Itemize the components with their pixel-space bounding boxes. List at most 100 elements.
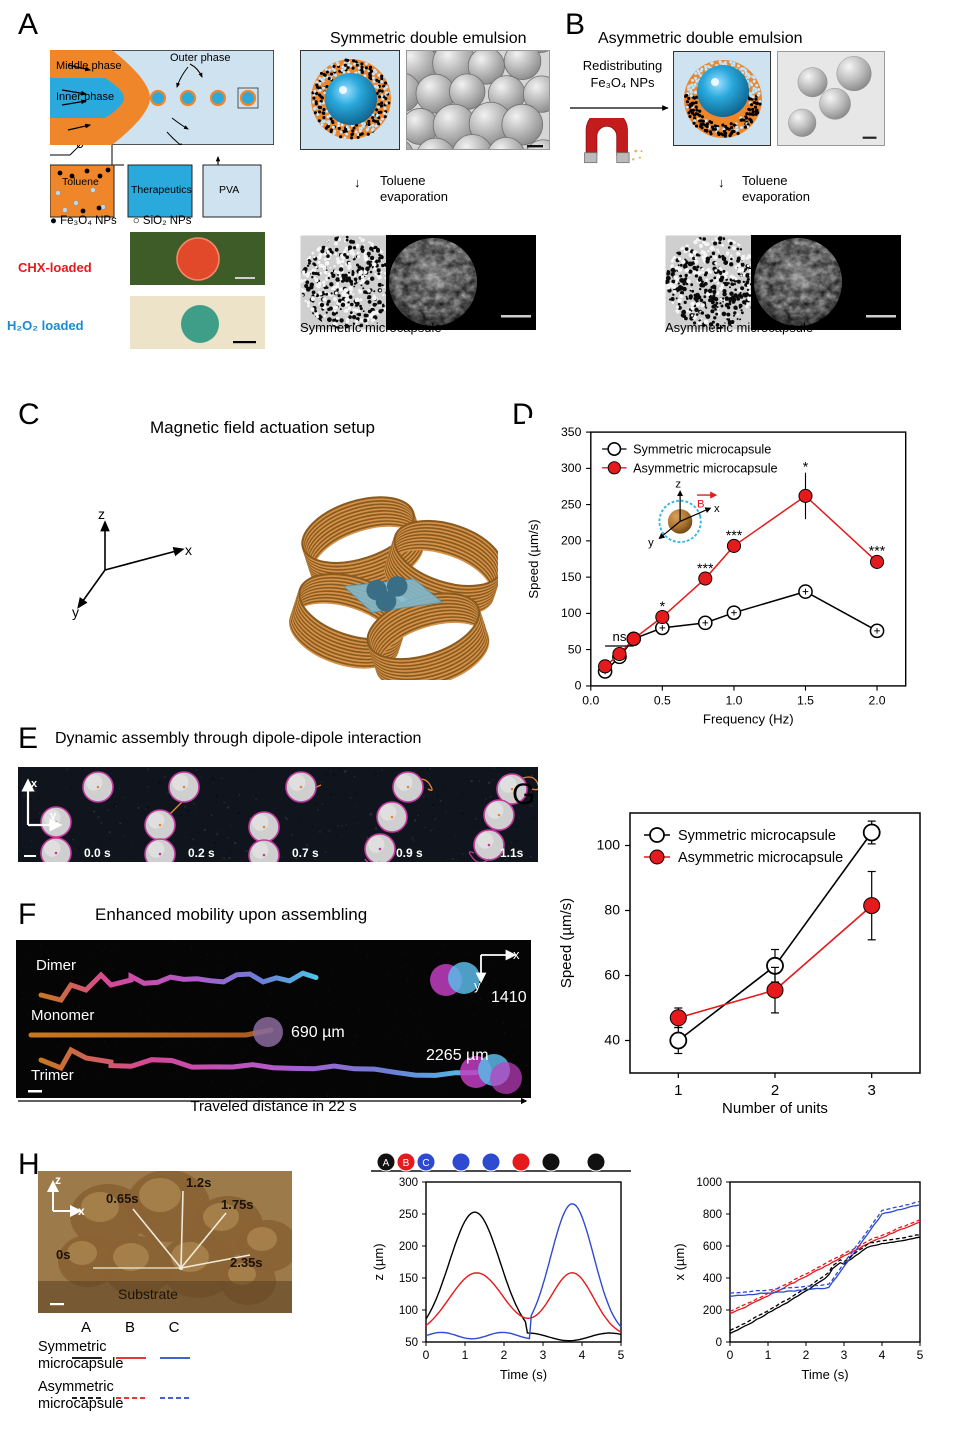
svg-text:5: 5	[618, 1348, 625, 1362]
svg-text:A: A	[383, 1158, 390, 1169]
svg-text:60: 60	[604, 967, 620, 983]
svg-text:Time (s): Time (s)	[500, 1367, 547, 1382]
svg-text:200: 200	[703, 1305, 722, 1317]
svg-text:*: *	[803, 458, 809, 474]
svg-text:Inner phase: Inner phase	[56, 91, 114, 103]
svg-text:690 µm: 690 µm	[291, 1024, 345, 1041]
svg-text:B: B	[403, 1158, 410, 1169]
svg-text:ns: ns	[613, 629, 627, 644]
svg-text:B: B	[125, 1319, 135, 1336]
svg-text:0: 0	[716, 1337, 722, 1349]
svg-text:z (µm): z (µm)	[371, 1243, 386, 1280]
svg-text:2: 2	[803, 1348, 810, 1362]
svg-text:Frequency (Hz): Frequency (Hz)	[703, 712, 794, 727]
svg-text:z: z	[675, 479, 681, 491]
svg-text:Time (s): Time (s)	[801, 1367, 848, 1382]
svg-text:Middle phase: Middle phase	[56, 60, 121, 72]
svg-text:x: x	[185, 542, 192, 558]
svg-text:50: 50	[568, 642, 582, 656]
svg-text:y: y	[72, 604, 79, 620]
svg-text:y: y	[648, 537, 654, 549]
svg-text:x: x	[78, 1204, 85, 1218]
svg-text:1.0: 1.0	[725, 694, 742, 708]
svg-text:***: ***	[697, 560, 714, 576]
svg-text:2: 2	[501, 1348, 508, 1362]
svg-text:2.35s: 2.35s	[230, 1255, 263, 1270]
svg-text:Therapeutics: Therapeutics	[131, 184, 192, 196]
svg-text:y: y	[50, 810, 57, 822]
svg-text:350: 350	[561, 425, 582, 439]
svg-text:3: 3	[540, 1348, 547, 1362]
svg-text:Symmetric microcapsule: Symmetric microcapsule	[633, 443, 771, 457]
svg-text:1.5: 1.5	[797, 694, 814, 708]
svg-text:4: 4	[579, 1348, 586, 1362]
svg-text:200: 200	[399, 1241, 418, 1253]
svg-text:z: z	[98, 506, 105, 522]
svg-text:40: 40	[604, 1032, 620, 1048]
svg-text:250: 250	[561, 497, 582, 511]
svg-text:400: 400	[703, 1273, 722, 1285]
svg-text:1.75s: 1.75s	[221, 1197, 254, 1212]
svg-text:1: 1	[765, 1348, 772, 1362]
svg-text:50: 50	[405, 1337, 418, 1349]
svg-text:300: 300	[561, 461, 582, 475]
svg-text:Asymmetric microcapsule: Asymmetric microcapsule	[678, 850, 843, 866]
svg-text:0.5: 0.5	[654, 694, 671, 708]
svg-text:100: 100	[399, 1305, 418, 1317]
svg-text:0.0: 0.0	[582, 694, 599, 708]
svg-text:Symmetric microcapsule: Symmetric microcapsule	[678, 828, 836, 844]
svg-text:100: 100	[597, 837, 621, 853]
svg-text:x (µm): x (µm)	[672, 1243, 687, 1280]
svg-text:Monomer: Monomer	[31, 1007, 94, 1024]
svg-text:5: 5	[917, 1348, 924, 1362]
svg-text:250: 250	[399, 1209, 418, 1221]
svg-text:x: x	[31, 778, 38, 790]
svg-text:Dimer: Dimer	[36, 957, 76, 974]
svg-text:80: 80	[604, 902, 620, 918]
svg-text:800: 800	[703, 1209, 722, 1221]
svg-text:0: 0	[575, 679, 582, 693]
svg-text:***: ***	[726, 527, 743, 543]
svg-text:1: 1	[674, 1082, 682, 1099]
svg-text:3: 3	[841, 1348, 848, 1362]
svg-text:B: B	[697, 498, 705, 510]
svg-text:0.65s: 0.65s	[106, 1191, 139, 1206]
svg-text:A: A	[81, 1319, 91, 1336]
svg-text:Asymmetric: Asymmetric	[38, 1379, 114, 1395]
svg-text:3: 3	[868, 1082, 876, 1099]
svg-text:Toluene: Toluene	[62, 176, 99, 188]
svg-text:2: 2	[771, 1082, 779, 1099]
svg-text:Trimer: Trimer	[31, 1067, 74, 1084]
svg-text:2265 µm: 2265 µm	[426, 1047, 489, 1064]
svg-text:x: x	[513, 947, 520, 962]
svg-text:300: 300	[399, 1177, 418, 1189]
svg-text:C: C	[422, 1158, 429, 1169]
svg-text:1.2s: 1.2s	[186, 1175, 211, 1190]
svg-text:*: *	[660, 598, 666, 614]
svg-text:600: 600	[703, 1241, 722, 1253]
svg-text:150: 150	[561, 570, 582, 584]
svg-text:PVA: PVA	[219, 184, 239, 196]
svg-text:z: z	[55, 1173, 61, 1187]
svg-text:1: 1	[462, 1348, 469, 1362]
svg-text:Outer phase: Outer phase	[170, 52, 231, 64]
svg-text:0: 0	[727, 1348, 734, 1362]
svg-text:2.0: 2.0	[869, 694, 886, 708]
svg-text:Number of units: Number of units	[722, 1100, 828, 1117]
svg-text:Substrate: Substrate	[118, 1286, 178, 1302]
svg-text:1000: 1000	[696, 1177, 722, 1189]
svg-text:***: ***	[869, 542, 886, 558]
svg-text:Speed (µm/s): Speed (µm/s)	[558, 898, 575, 988]
svg-text:100: 100	[561, 606, 582, 620]
svg-text:Asymmetric microcapsule: Asymmetric microcapsule	[633, 462, 778, 476]
svg-text:Symmetric: Symmetric	[38, 1339, 106, 1355]
svg-text:150: 150	[399, 1273, 418, 1285]
svg-text:y: y	[474, 978, 481, 993]
svg-text:0: 0	[423, 1348, 430, 1362]
svg-text:200: 200	[561, 534, 582, 548]
svg-text:C: C	[169, 1319, 180, 1336]
svg-text:4: 4	[879, 1348, 886, 1362]
svg-text:x: x	[714, 503, 720, 515]
svg-text:Speed (µm/s): Speed (µm/s)	[526, 519, 541, 598]
svg-text:0s: 0s	[56, 1247, 70, 1262]
